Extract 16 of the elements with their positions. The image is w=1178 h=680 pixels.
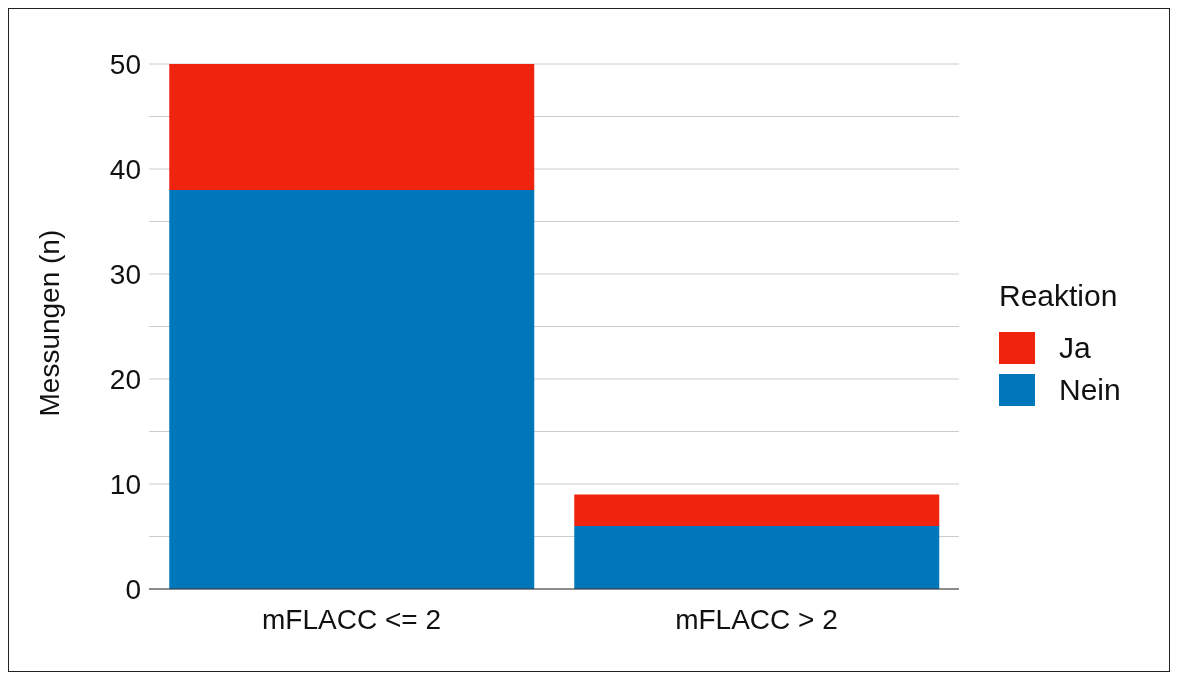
bar <box>169 190 535 589</box>
y-tick-label: 30 <box>109 258 141 290</box>
x-tick-label: mFLACC > 2 <box>675 603 838 635</box>
x-tick-label: mFLACC <= 2 <box>262 603 441 635</box>
y-tick-label: 40 <box>109 153 141 185</box>
y-axis-title: Messungen (n) <box>33 229 65 417</box>
legend-label: Ja <box>1059 331 1091 365</box>
bar <box>169 64 535 190</box>
y-tick-label: 10 <box>109 468 141 500</box>
bar <box>574 526 940 589</box>
bar <box>574 494 940 526</box>
y-tick-label: 0 <box>125 573 141 605</box>
legend-title: Reaktion <box>999 279 1119 313</box>
y-tick-label: 20 <box>109 363 141 395</box>
y-tick-label: 50 <box>109 48 141 80</box>
legend-label: Nein <box>1059 373 1121 407</box>
